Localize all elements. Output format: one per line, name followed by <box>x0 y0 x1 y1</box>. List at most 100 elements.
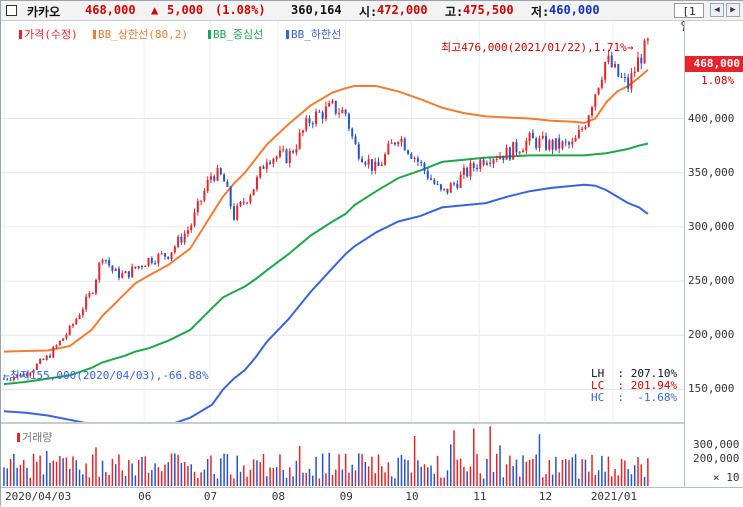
candle-body <box>301 130 304 133</box>
candle-body <box>288 151 291 164</box>
volume-bar <box>220 458 222 486</box>
next-icon[interactable]: ▶ <box>726 3 740 17</box>
candle-body <box>545 135 548 150</box>
candle-body <box>370 159 373 171</box>
volume-tick-300k: 300,000 <box>693 438 740 451</box>
y-axis-panel <box>684 21 743 487</box>
candle-body <box>255 177 258 190</box>
volume-bar <box>594 474 597 486</box>
candle-body <box>604 61 607 80</box>
candle-body <box>361 158 364 163</box>
high-label: 고: <box>445 5 464 19</box>
candle-body <box>328 102 331 107</box>
candle-body <box>58 340 61 346</box>
legend-upper: BB_상한선(80,2) <box>93 26 188 42</box>
candle-body <box>203 190 206 201</box>
candle-body <box>426 170 429 179</box>
panel-divider[interactable] <box>1 422 684 424</box>
volume-bar <box>568 460 570 486</box>
volume-bar <box>68 468 71 486</box>
volume-bar <box>374 473 376 486</box>
prev-icon[interactable]: ◀ <box>710 3 724 17</box>
candle-body <box>75 318 78 325</box>
candle-body <box>459 174 462 188</box>
volume-bar <box>400 455 403 486</box>
candle-body <box>48 355 51 358</box>
candle-body <box>32 369 35 373</box>
volume-bar <box>499 445 501 486</box>
y-tick-label: 350,000 <box>688 165 735 179</box>
volume-bar <box>229 474 232 486</box>
candle-body <box>265 162 268 169</box>
candle-body <box>124 271 127 274</box>
volume-bar <box>338 454 340 486</box>
volume-bar <box>446 470 449 486</box>
volume-bar <box>160 471 163 486</box>
candle-body <box>278 150 281 157</box>
candle-body <box>623 76 626 78</box>
candle-body <box>114 268 117 271</box>
volume-bar <box>541 477 544 486</box>
candle-body <box>55 345 58 348</box>
volume-bar <box>574 454 577 486</box>
volume-bar <box>640 464 643 486</box>
open-value: 472,000 <box>377 3 428 17</box>
volume-bar <box>620 459 623 486</box>
candle-body <box>354 136 357 145</box>
candle-body <box>121 273 124 278</box>
volume-bar <box>545 474 547 486</box>
volume-bar <box>361 454 363 486</box>
volume-swatch <box>17 433 20 442</box>
candle-body <box>98 262 101 280</box>
volume-bar <box>515 459 518 486</box>
volume-plot[interactable] <box>1 424 684 487</box>
candle-body <box>88 293 91 297</box>
volume-bar <box>381 466 383 486</box>
x-tick-label: 06 <box>138 490 152 503</box>
candle-body <box>315 111 318 124</box>
candle-body <box>177 236 180 247</box>
volume-bar <box>170 453 173 486</box>
volume-bar <box>62 458 64 486</box>
volume-bar <box>13 453 15 486</box>
candle-body <box>269 162 272 164</box>
volume-bar <box>121 470 124 486</box>
candle-body <box>226 181 229 187</box>
volume-bar <box>394 478 396 486</box>
candle-body <box>620 76 623 78</box>
volume-bar <box>624 460 626 486</box>
candle-body <box>416 158 419 162</box>
candle-body <box>186 230 189 234</box>
volume-bar <box>318 478 321 486</box>
volume-bar <box>72 456 74 486</box>
volume-unit: × 10 <box>713 471 740 484</box>
candle-body <box>584 126 587 129</box>
candle-body <box>91 293 94 295</box>
volume-bar <box>52 460 55 486</box>
select-checkbox[interactable] <box>6 5 17 16</box>
volume-label-text: 거래량 <box>22 431 53 444</box>
volume-bar <box>167 462 169 486</box>
candle-body <box>568 142 571 145</box>
candle-body <box>515 141 518 153</box>
volume-bar <box>321 453 324 486</box>
candle-body <box>94 279 97 294</box>
volume-bar <box>19 464 22 486</box>
x-tick-label: 08 <box>271 490 285 503</box>
volume-bar <box>535 454 537 486</box>
volume-bar <box>364 461 367 486</box>
volume-bar <box>78 469 81 486</box>
candle-body <box>439 184 442 190</box>
candle-body <box>476 167 479 169</box>
candle-body <box>275 156 278 159</box>
period-selector[interactable]: [1일] <box>674 3 704 33</box>
candle-body <box>469 163 472 177</box>
candle-body <box>525 141 528 151</box>
volume-bar <box>486 459 488 486</box>
volume-bar <box>571 457 574 486</box>
candle-body <box>564 141 567 143</box>
price-plot[interactable] <box>1 21 684 422</box>
volume-bar <box>131 463 133 486</box>
candle-body <box>344 109 347 114</box>
candle-body <box>282 149 285 151</box>
